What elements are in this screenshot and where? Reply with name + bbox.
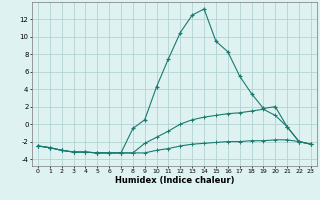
X-axis label: Humidex (Indice chaleur): Humidex (Indice chaleur): [115, 176, 234, 185]
